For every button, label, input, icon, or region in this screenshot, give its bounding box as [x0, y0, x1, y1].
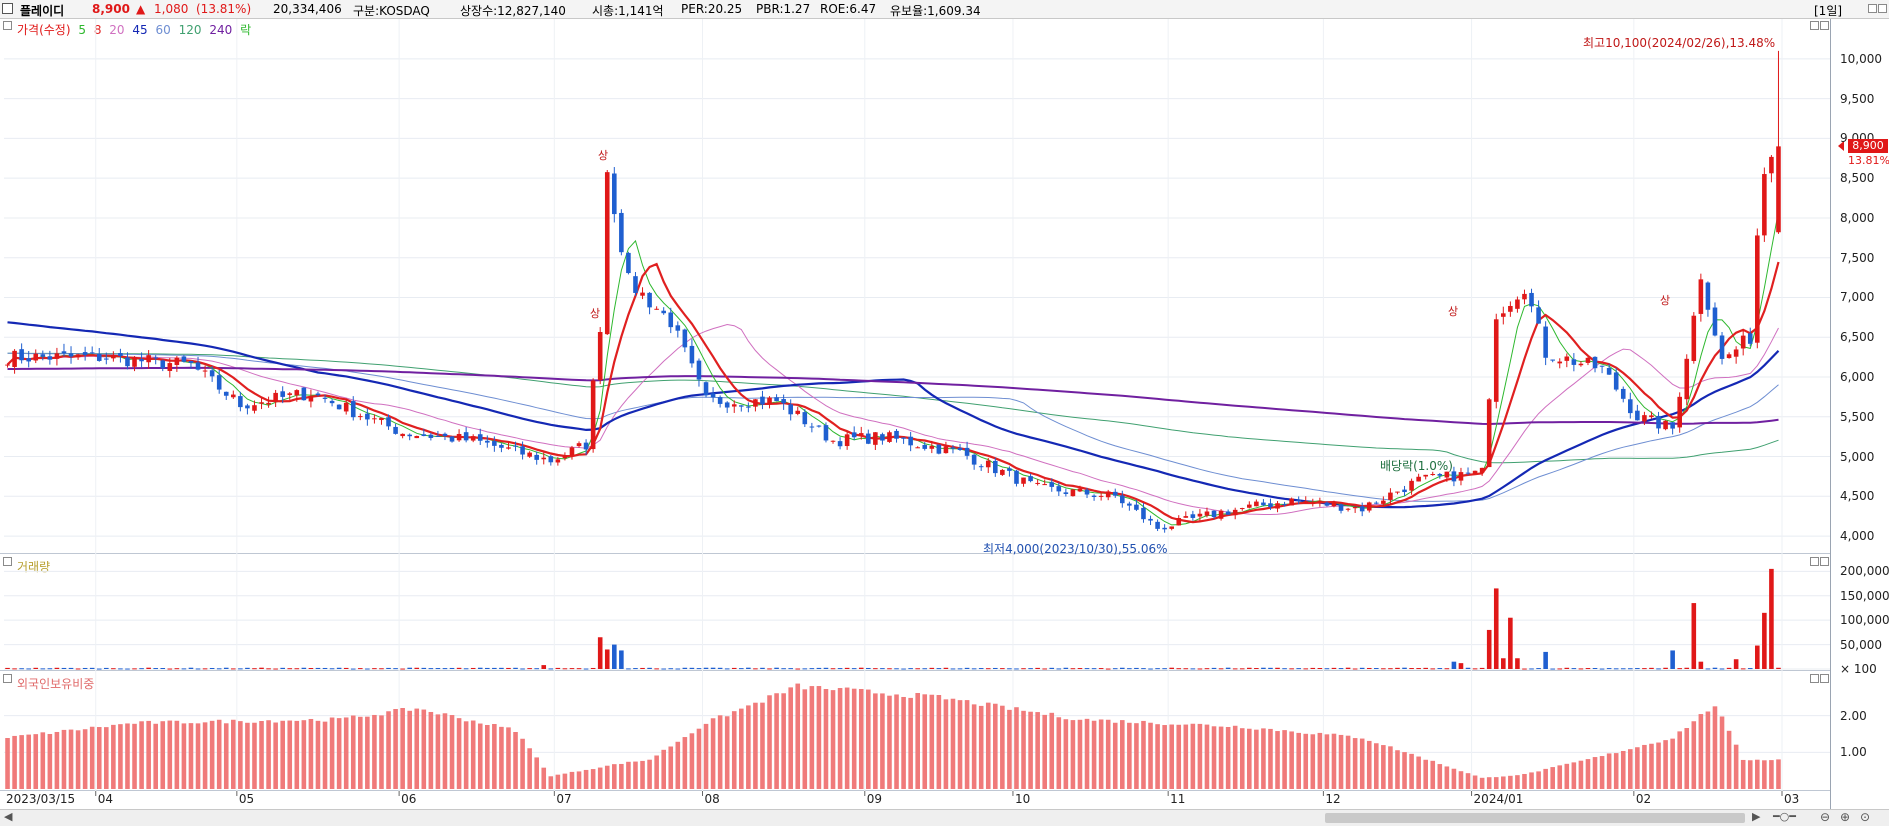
window-button[interactable] — [1868, 4, 1877, 13]
x-tick-label: 07 — [556, 792, 572, 806]
price-legend: 가격(수정) 5 8 20 45 60 120 240 락 — [17, 21, 255, 38]
volume-panel-toggle[interactable] — [3, 557, 12, 566]
foreign-title: 외국인보유비중 — [17, 677, 95, 691]
volume-tick-label: 150,000 — [1840, 588, 1889, 603]
x-tick-label: 03 — [1784, 792, 1800, 806]
volume-tick-label: × 100 — [1840, 661, 1877, 676]
x-tick-label: 10 — [1014, 792, 1031, 806]
volume-tick-label: 50,000 — [1840, 637, 1882, 652]
volume-panel-max-icon[interactable] — [1810, 557, 1819, 566]
legend-ma-8[interactable]: 8 — [93, 23, 102, 37]
dividend-annotation: 배당락(1.0%) — [1380, 459, 1453, 473]
last-price-tag: 8,900 — [1848, 139, 1888, 153]
price-panel[interactable] — [0, 19, 1830, 554]
price-tick-label: 8,500 — [1840, 171, 1875, 186]
foreign-panel[interactable] — [0, 671, 1830, 791]
price-tick-label: 5,500 — [1840, 409, 1875, 424]
volume-title: 거래량 — [17, 560, 51, 574]
x-tick-label: 2023/03/15 — [6, 792, 76, 806]
zoom-reset-icon[interactable]: ⊙ — [1860, 810, 1871, 824]
foreign-tick-label: 2.00 — [1840, 708, 1867, 723]
price-tick-label: 7,500 — [1840, 250, 1875, 265]
x-tick-label: 2024/01 — [1473, 792, 1524, 806]
price-tick-label: 4,500 — [1840, 489, 1875, 504]
price-panel-toggle[interactable] — [3, 21, 12, 30]
limit-up-marker-4: 상 — [1660, 294, 1671, 307]
market-readout: 구분:KOSDAQ — [353, 4, 430, 18]
stock-name: 플레이디 — [20, 4, 65, 18]
period-selector[interactable]: [1일] — [1814, 4, 1843, 18]
price-panel-close-icon[interactable] — [1820, 21, 1829, 30]
legend-price[interactable]: 가격(수정) — [17, 23, 71, 37]
scroll-right-icon[interactable]: ▶ — [1752, 810, 1761, 823]
scroll-left-icon[interactable]: ◀ — [4, 810, 13, 823]
x-tick-label: 11 — [1170, 792, 1186, 806]
legend-ma-45[interactable]: 45 — [132, 23, 148, 37]
price-tick-label: 8,000 — [1840, 210, 1875, 225]
price-tick-label: 9,500 — [1840, 91, 1875, 106]
x-tick-label: 09 — [866, 792, 883, 806]
legend-extra[interactable]: 락 — [240, 23, 252, 37]
legend-ma-120[interactable]: 120 — [178, 23, 202, 37]
limit-up-marker-1: 상 — [598, 149, 609, 162]
zoom-in-icon[interactable]: ⊕ — [1840, 810, 1851, 824]
limit-up-marker-3: 상 — [1448, 305, 1459, 318]
volume-tick-label: 200,000 — [1840, 564, 1889, 579]
volume-readout: 20,334,406 — [273, 2, 342, 16]
x-tick-label: 02 — [1635, 792, 1652, 806]
last-pct-tag: 13.81% — [1848, 154, 1889, 167]
volume-panel-close-icon[interactable] — [1820, 557, 1829, 566]
roe-readout: ROE:6.47 — [820, 2, 877, 16]
x-tick-label: 06 — [401, 792, 417, 806]
panel-checkbox[interactable] — [2, 3, 13, 14]
x-tick-label: 05 — [238, 792, 255, 806]
close-icon[interactable] — [1878, 4, 1887, 13]
legend-ma-20[interactable]: 20 — [109, 23, 125, 37]
zoom-out-icon[interactable]: ⊖ — [1820, 810, 1831, 824]
zoom-slider-icon[interactable]: ━○━ — [1773, 810, 1796, 823]
price-panel-max-icon[interactable] — [1810, 21, 1819, 30]
x-tick-label: 12 — [1325, 792, 1341, 806]
price-tick-label: 6,000 — [1840, 370, 1875, 384]
price-change-pct: (13.81%) — [196, 2, 252, 16]
current-price: 8,900 — [92, 2, 130, 16]
stock-info-bar: 플레이디 8,900 ▲ 1,080 (13.81%) 20,334,406 구… — [0, 0, 1889, 19]
per-readout: PER:20.25 — [681, 2, 743, 16]
price-change: 1,080 — [154, 2, 189, 16]
foreign-panel-max-icon[interactable] — [1810, 674, 1819, 683]
foreign-tick-label: 1.00 — [1840, 745, 1867, 760]
foreign-panel-close-icon[interactable] — [1820, 674, 1829, 683]
low-annotation: 최저4,000(2023/10/30),55.06% — [983, 542, 1168, 556]
price-tick-label: 7,000 — [1840, 290, 1875, 305]
scroll-thumb[interactable] — [1325, 813, 1745, 823]
legend-ma-60[interactable]: 60 — [155, 23, 171, 37]
change-arrow-icon: ▲ — [136, 2, 146, 16]
limit-up-marker-2: 상 — [590, 307, 601, 320]
volume-panel[interactable] — [0, 554, 1830, 671]
horizontal-scrollbar[interactable]: ◀ ▶ ━○━ ⊖ ⊕ ⊙ — [0, 809, 1889, 826]
legend-ma-240[interactable]: 240 — [209, 23, 233, 37]
x-tick-label: 04 — [97, 792, 113, 806]
price-tick-label: 6,500 — [1840, 330, 1875, 345]
legend-ma-5[interactable]: 5 — [78, 23, 86, 37]
high-annotation: 최고10,100(2024/02/26),13.48% — [1583, 36, 1776, 50]
x-tick-label: 08 — [704, 792, 720, 806]
price-tick-label: 4,000 — [1840, 529, 1875, 544]
float-readout: 유보율:1,609.34 — [890, 4, 981, 18]
y-axis-divider — [1830, 19, 1831, 809]
foreign-panel-toggle[interactable] — [3, 674, 12, 683]
volume-tick-label: 100,000 — [1840, 613, 1889, 628]
shares-readout: 상장수:12,827,140 — [460, 4, 566, 18]
price-tick-label: 5,000 — [1840, 449, 1875, 464]
pbr-readout: PBR:1.27 — [756, 2, 811, 16]
mktcap-readout: 시총:1,141억 — [592, 4, 664, 18]
price-tick-label: 10,000 — [1840, 51, 1882, 66]
